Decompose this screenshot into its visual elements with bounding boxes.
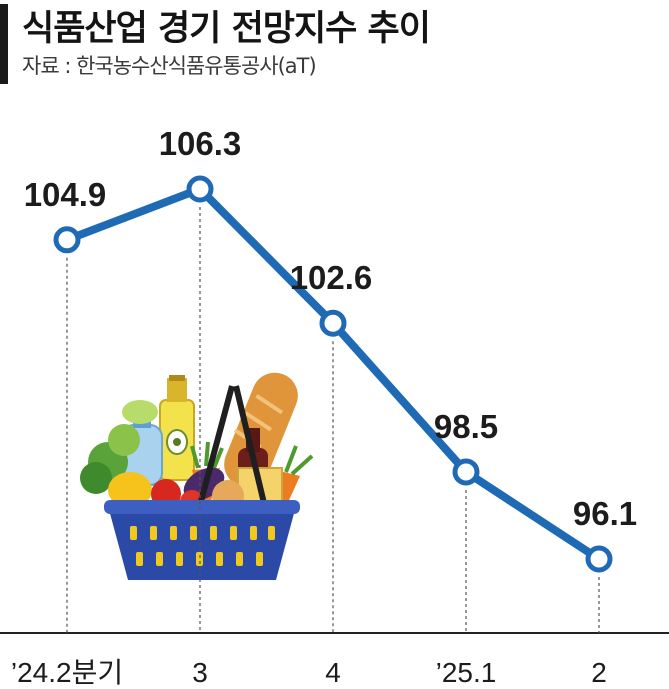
chart-source: 자료 : 한국농수산식품유통공사(aT) [22,54,317,78]
chart-title: 식품산업 경기 전망지수 추이 [22,9,431,49]
grocery-basket-illustration [80,372,314,580]
data-point [452,458,480,486]
data-point [53,226,81,254]
data-point [186,175,214,203]
data-point [319,309,347,337]
data-label: 96.1 [573,495,637,532]
x-tick-label: ’24.2분기 [11,657,123,688]
x-tick-label: 4 [325,657,341,688]
data-label: 106.3 [159,125,242,162]
x-tick-label: ’25.1 [436,657,497,688]
title-accent-bar [0,4,8,84]
x-tick-label: 3 [192,657,208,688]
data-label: 98.5 [434,408,498,445]
x-tick-label: 2 [591,657,607,688]
data-point [585,545,613,573]
data-label: 102.6 [290,259,373,296]
data-label: 104.9 [24,176,107,213]
